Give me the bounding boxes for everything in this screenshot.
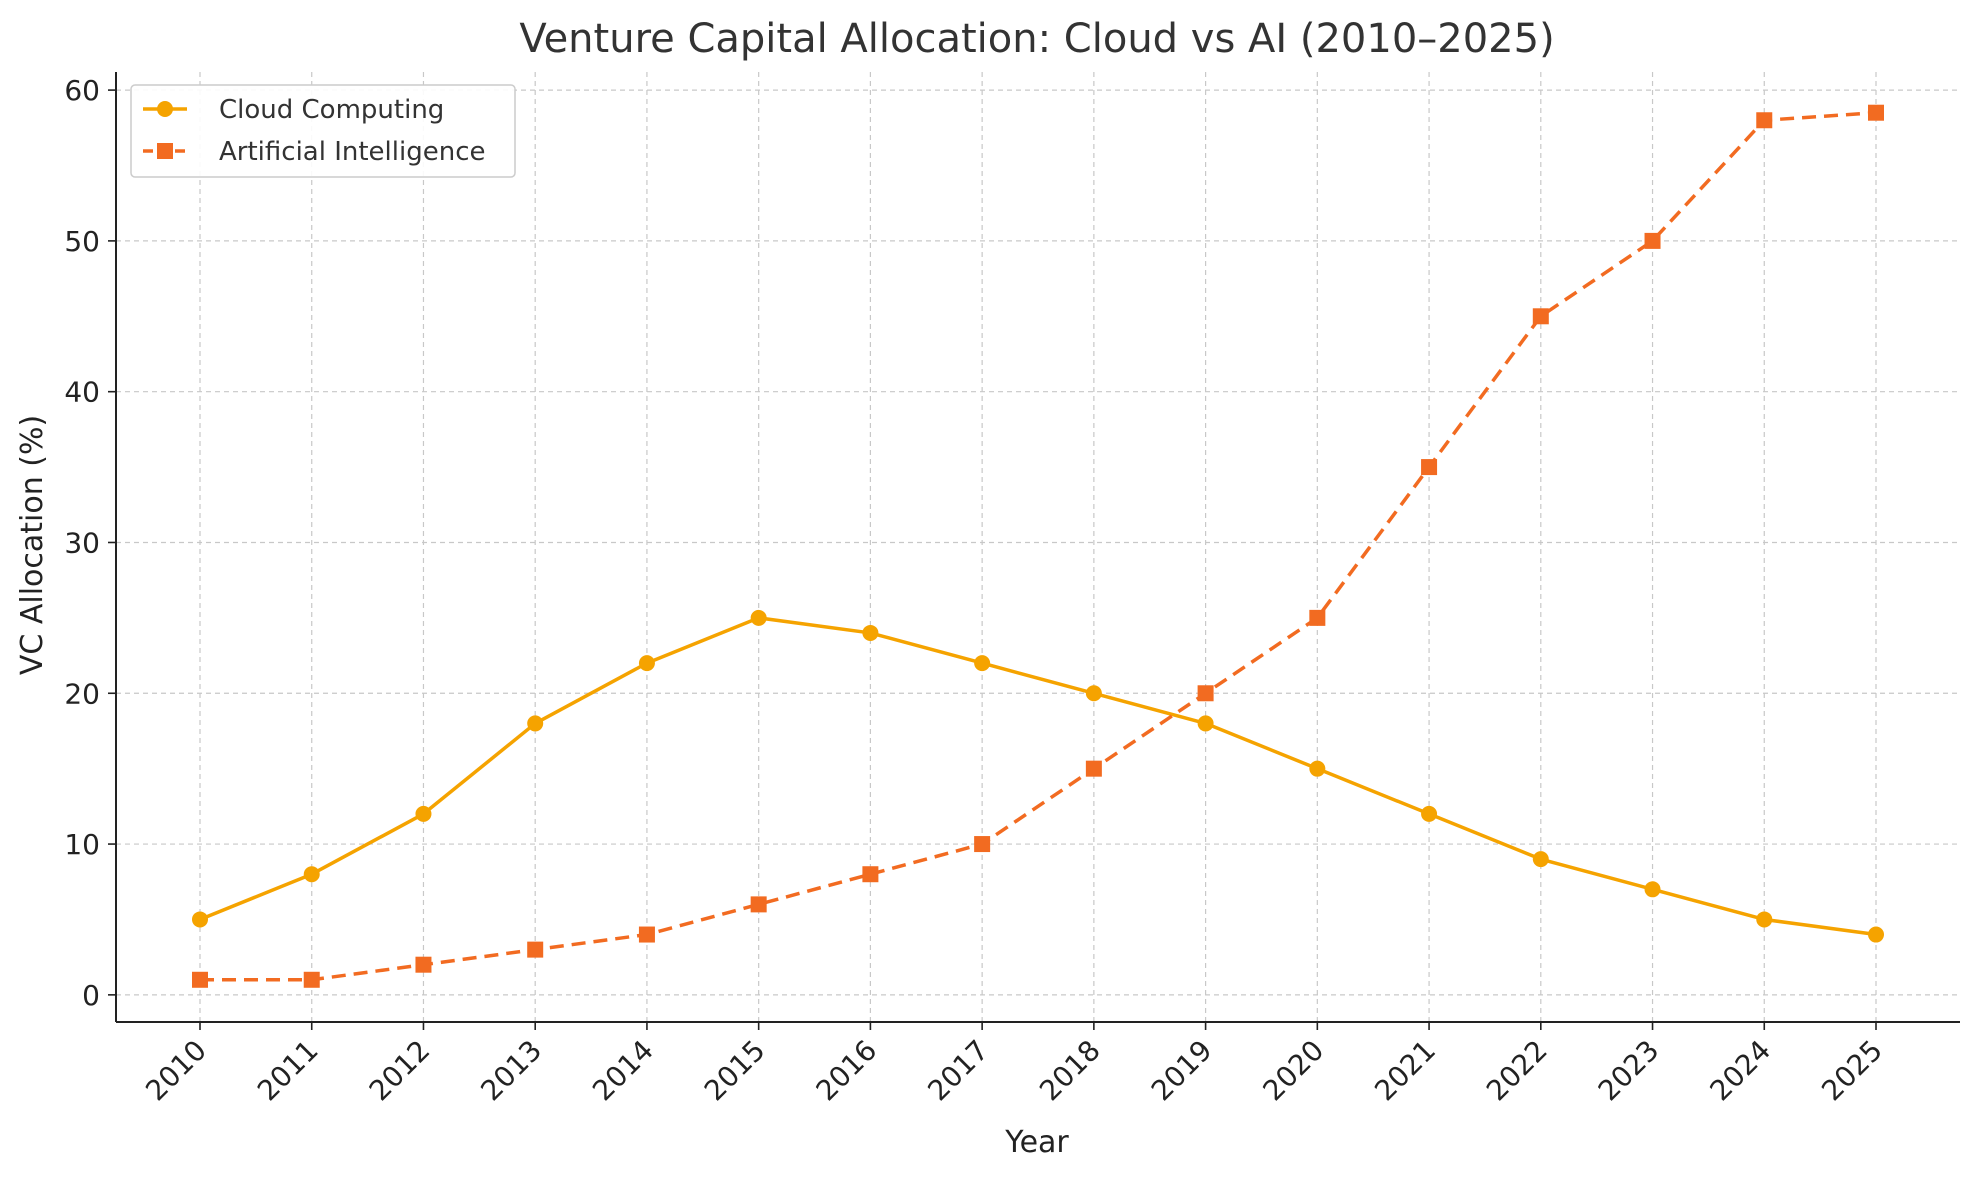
- tick-labels: 0 10 20 30 40 50 60 2010 2011 2012 2013 2014 2015 201…: [64, 74, 1889, 1107]
- legend: Cloud Computing Artificial Intelligence: [130, 84, 516, 178]
- data-point-1-2012: [415, 956, 432, 973]
- data-point-0-2022: [1532, 851, 1549, 868]
- legend-label-0: Cloud Computing: [219, 95, 444, 125]
- x-axis-label: Year: [1004, 1125, 1069, 1160]
- data-point-0-2015: [750, 609, 767, 626]
- x-tick-label-2024: 2024: [1703, 1034, 1777, 1108]
- data-point-0-2012: [415, 805, 432, 822]
- x-tick-label-2017: 2017: [921, 1034, 995, 1108]
- x-tick-label-2010: 2010: [139, 1034, 213, 1108]
- legend-item-1: Artificial Intelligence: [143, 137, 486, 167]
- x-tick-label-2018: 2018: [1033, 1034, 1107, 1108]
- y-axis-label: VC Allocation (%): [15, 415, 50, 675]
- data-point-0-2016: [862, 624, 879, 641]
- grid-lines: [116, 72, 1960, 1022]
- data-point-1-2010: [192, 971, 208, 988]
- legend-marker-1: [157, 143, 173, 159]
- series-line-1: [200, 110, 1877, 982]
- data-point-1-2020: [1309, 609, 1326, 626]
- y-tick-label-60: 60: [64, 74, 100, 107]
- data-point-0-2020: [1309, 760, 1326, 777]
- data-point-0-2024: [1756, 911, 1773, 928]
- x-tick-label-2015: 2015: [698, 1034, 772, 1108]
- x-tick-label-2013: 2013: [474, 1034, 548, 1108]
- legend-item-0: Cloud Computing: [143, 95, 444, 125]
- axes: [108, 72, 1960, 1030]
- x-tick-label-2025: 2025: [1815, 1034, 1889, 1108]
- x-tick-label-2022: 2022: [1480, 1034, 1554, 1108]
- x-tick-label-2021: 2021: [1368, 1034, 1442, 1108]
- data-point-0-2019: [1197, 715, 1214, 732]
- data-point-1-2011: [303, 971, 320, 988]
- data-point-0-2018: [1085, 685, 1102, 702]
- data-point-1-2014: [638, 926, 655, 943]
- data-point-0-2021: [1421, 805, 1438, 822]
- y-tick-label-30: 30: [64, 526, 100, 559]
- data-point-1-2024: [1756, 112, 1773, 129]
- data-point-0-2025: [1868, 926, 1884, 943]
- data-point-1-2021: [1421, 459, 1438, 476]
- y-tick-label-40: 40: [64, 376, 100, 409]
- x-tick-label-2023: 2023: [1592, 1034, 1666, 1108]
- series-1: [192, 104, 1884, 988]
- x-tick-label-2011: 2011: [251, 1034, 325, 1108]
- legend-marker-0: [157, 101, 173, 117]
- x-tick-label-2012: 2012: [363, 1034, 437, 1108]
- data-point-0-2013: [527, 715, 544, 732]
- series-0: [192, 609, 1884, 943]
- data-point-0-2010: [192, 911, 208, 928]
- data-point-0-2011: [303, 866, 320, 883]
- data-point-1-2016: [862, 866, 879, 883]
- data-point-0-2017: [974, 655, 991, 672]
- data-point-1-2013: [527, 941, 544, 958]
- y-tick-label-10: 10: [64, 828, 100, 861]
- series-line-0: [199, 616, 1877, 937]
- x-tick-label-2019: 2019: [1145, 1034, 1219, 1108]
- data-point-0-2014: [638, 655, 655, 672]
- data-point-1-2017: [974, 836, 991, 853]
- x-tick-label-2014: 2014: [586, 1034, 660, 1108]
- x-tick-label-2016: 2016: [810, 1034, 884, 1108]
- data-point-1-2023: [1644, 232, 1661, 249]
- legend-box: [130, 84, 516, 178]
- data-point-0-2023: [1644, 881, 1661, 898]
- chart-title: Venture Capital Allocation: Cloud vs AI …: [519, 16, 1554, 62]
- legend-label-1: Artificial Intelligence: [219, 137, 486, 167]
- y-tick-label-50: 50: [64, 225, 100, 258]
- data-series: [192, 104, 1884, 988]
- y-tick-label-20: 20: [64, 677, 100, 710]
- x-tick-label-2020: 2020: [1257, 1034, 1331, 1108]
- data-point-1-2022: [1532, 308, 1549, 325]
- data-point-1-2015: [750, 896, 767, 913]
- data-point-1-2025: [1868, 104, 1884, 121]
- y-tick-label-0: 0: [82, 979, 100, 1012]
- data-point-1-2018: [1085, 760, 1102, 777]
- data-point-1-2019: [1197, 685, 1214, 702]
